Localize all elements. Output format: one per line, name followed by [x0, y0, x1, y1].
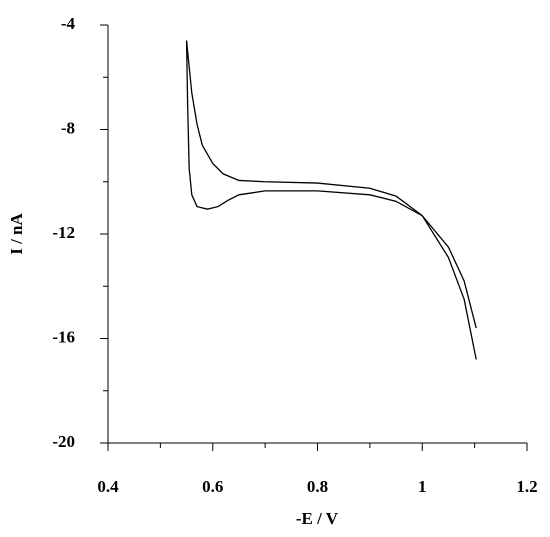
- y-tick-label: -16: [52, 327, 75, 346]
- x-tick-label: 0.4: [97, 477, 119, 496]
- x-tick-label: 1: [418, 477, 427, 496]
- y-tick-label: -4: [61, 14, 76, 33]
- y-axis-label: I / nA: [7, 212, 26, 254]
- y-tick-label: -8: [61, 118, 75, 137]
- y-tick-label: -20: [52, 432, 75, 451]
- data-line: [185, 40, 477, 360]
- x-tick-label: 0.6: [202, 477, 223, 496]
- data-line: [185, 40, 477, 329]
- x-axis-label: -E / V: [296, 509, 339, 528]
- y-tick-label: -12: [52, 223, 75, 242]
- x-tick-label: 0.8: [307, 477, 328, 496]
- x-tick-label: 1.2: [516, 477, 537, 496]
